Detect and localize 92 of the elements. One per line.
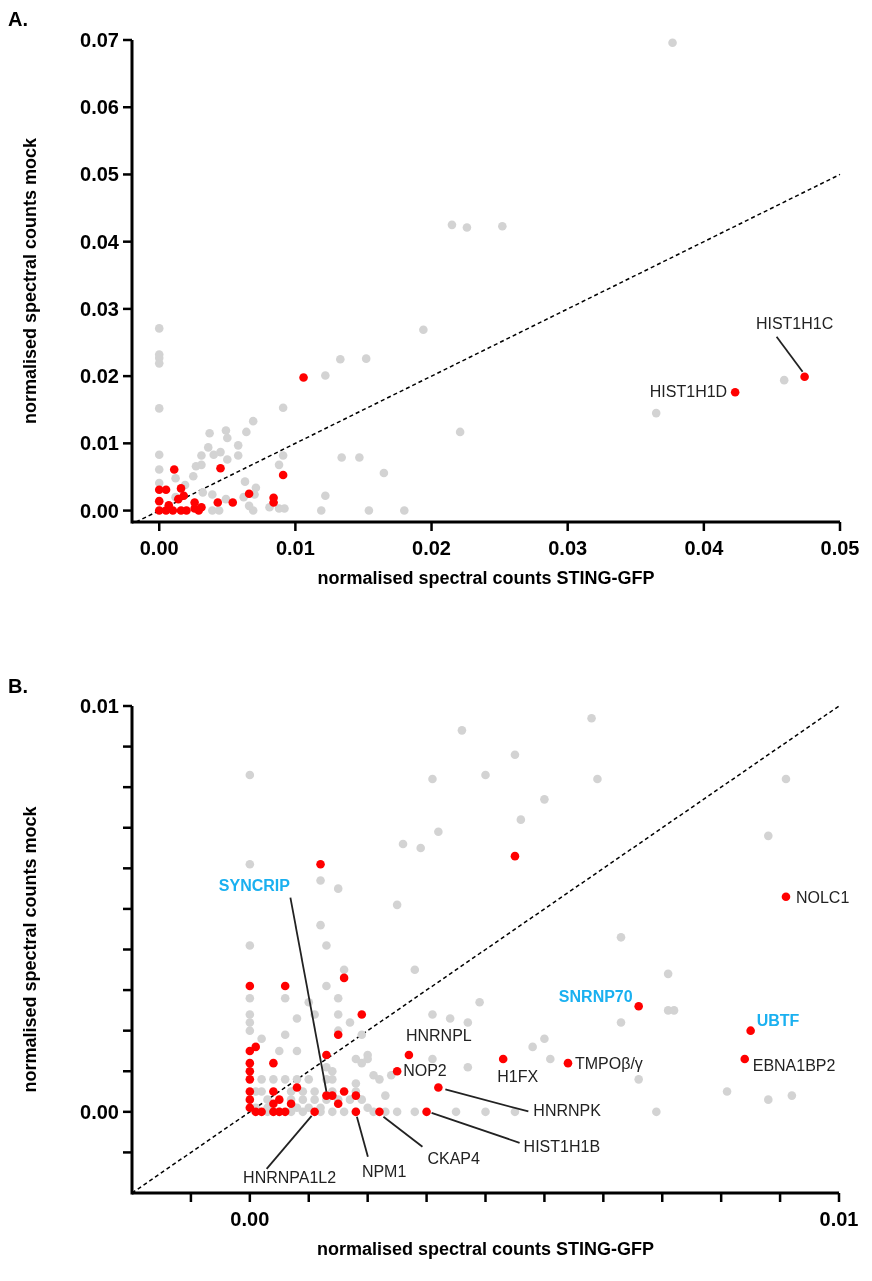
point [269,1099,278,1109]
point [245,981,255,991]
point [190,504,199,513]
point [176,484,186,493]
annotation: H1FX [497,1068,539,1086]
point [228,498,238,507]
y-axis-title: normalised spectral counts mock [20,136,40,425]
point [498,1054,508,1064]
point [269,1058,278,1068]
point [316,859,325,869]
x-tick-label: 0.05 [820,537,860,559]
y-tick-label: 0.00 [80,1100,119,1123]
point [730,387,740,397]
point [245,1046,255,1056]
point [333,1099,343,1109]
point [164,500,174,510]
point [781,892,791,902]
annotation: HNRNPA1L2 [243,1168,337,1186]
point [563,1058,573,1068]
point [154,496,164,506]
point [328,1091,337,1100]
point [245,1103,255,1113]
point [245,1058,255,1068]
point [333,1030,343,1040]
annotation: SNRNP70 [558,988,633,1006]
point [251,1042,261,1052]
point [169,465,179,474]
point [216,463,225,473]
point [634,1002,643,1011]
point [339,1087,349,1096]
annotation: HIST1H1C [755,314,834,332]
point [339,973,349,983]
point [257,1107,266,1117]
annotation: CKAP4 [427,1149,481,1167]
x-tick-label: 0.03 [548,537,588,559]
annotation: SYNCRIP [218,876,291,894]
point [213,498,223,507]
annotation: NOLC1 [795,888,850,906]
point [161,485,171,495]
point [245,1075,255,1084]
point [422,1107,431,1117]
y-tick-label: 0.06 [80,96,119,119]
y-tick-label: 0.01 [80,695,119,717]
x-tick-label: 0.04 [684,537,725,559]
point [800,372,809,382]
point [280,981,290,991]
point [245,1095,255,1104]
annotation: TMPOβ/γ [574,1055,643,1073]
point [292,1083,302,1092]
point [245,1087,255,1096]
x-axis-title: normalised spectral counts STING-GFP [316,1239,655,1259]
chart-title: B. [8,675,28,697]
point [375,1107,384,1117]
x-tick-label: 0.01 [275,537,315,559]
chart-title: A. [8,8,28,30]
annotation: HNRNPL [405,1027,472,1045]
point [269,1087,278,1096]
y-tick-label: 0.00 [80,499,119,522]
x-axis-title: normalised spectral counts STING-GFP [317,568,655,588]
annotation: EBNA1BP2 [752,1057,836,1075]
x-tick-label: 0.02 [412,537,452,559]
y-tick-label: 0.07 [80,29,119,51]
point [244,489,254,499]
point [404,1050,414,1060]
y-tick-label: 0.04 [80,230,120,253]
annotation: HIST1H1B [523,1137,601,1155]
point [510,851,520,861]
point [746,1026,755,1035]
point [274,1095,284,1104]
point [182,506,191,515]
annotation: HIST1H1D [649,383,728,401]
point [357,1010,367,1019]
annotation: NPM1 [361,1162,407,1180]
point [310,1107,319,1117]
point [299,373,308,382]
y-tick-label: 0.03 [80,297,119,320]
point [351,1091,361,1100]
annotation: UBTF [756,1011,800,1029]
y-axis-title: normalised spectral counts mock [20,805,40,1093]
annotation: HNRNPK [533,1102,602,1120]
point [392,1066,402,1076]
x-tick-label: 0.00 [139,537,179,559]
y-tick-label: 0.01 [80,432,119,455]
point [434,1083,443,1092]
y-tick-label: 0.02 [80,365,119,388]
point [286,1099,296,1109]
y-tick-label: 0.05 [80,163,119,186]
point [278,470,288,480]
annotation: NOP2 [403,1062,447,1080]
point [740,1054,750,1064]
point [322,1050,331,1060]
point [245,1066,255,1076]
